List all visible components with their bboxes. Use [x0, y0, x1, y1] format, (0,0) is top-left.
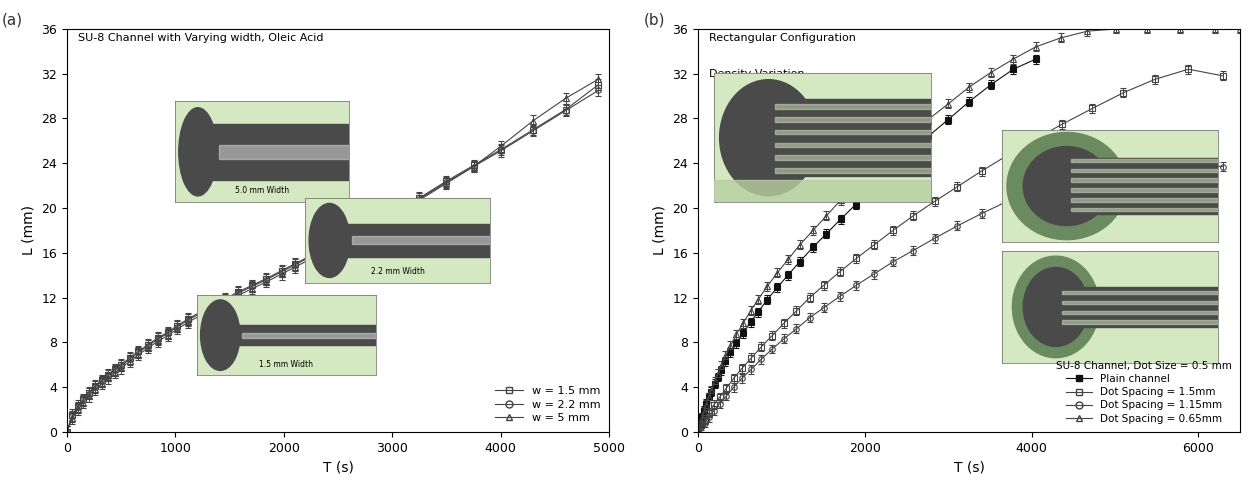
Text: SU-8 Channel with Varying width, Oleic Acid: SU-8 Channel with Varying width, Oleic A… — [78, 33, 324, 43]
Text: (b): (b) — [643, 13, 666, 28]
Text: Rectangular Configuration: Rectangular Configuration — [709, 33, 855, 43]
Y-axis label: L (mm): L (mm) — [653, 205, 667, 255]
X-axis label: T (s): T (s) — [953, 460, 984, 474]
Text: Density Variation: Density Variation — [709, 69, 804, 79]
X-axis label: T (s): T (s) — [322, 460, 354, 474]
Text: (a): (a) — [1, 13, 23, 28]
Y-axis label: L (mm): L (mm) — [21, 205, 36, 255]
Legend: Plain channel, Dot Spacing = 1.5mm, Dot Spacing = 1.15mm, Dot Spacing = 0.65mm: Plain channel, Dot Spacing = 1.5mm, Dot … — [1053, 358, 1235, 427]
Legend: w = 1.5 mm, w = 2.2 mm, w = 5 mm: w = 1.5 mm, w = 2.2 mm, w = 5 mm — [492, 383, 603, 427]
